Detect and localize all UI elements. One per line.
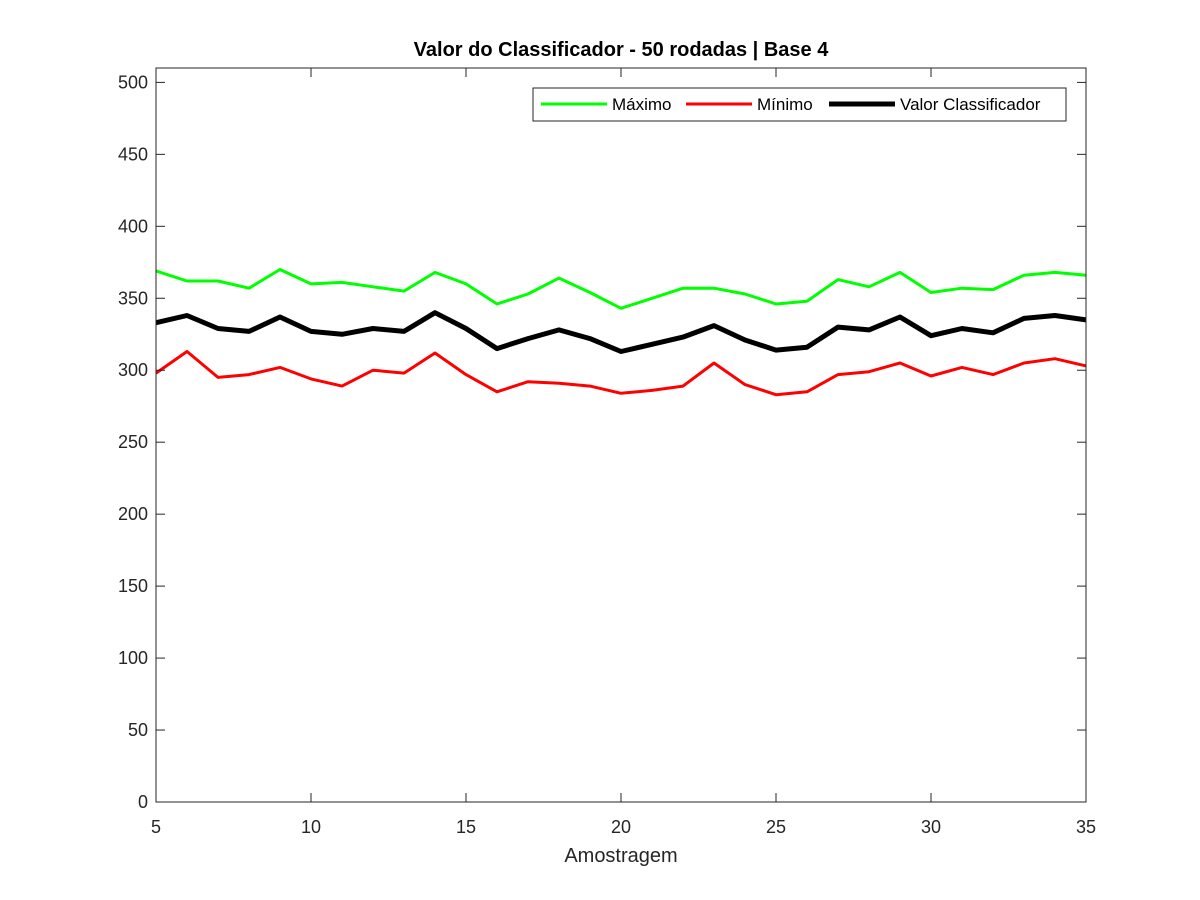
y-tick-label: 100 (118, 648, 148, 668)
x-tick-label: 10 (301, 817, 321, 837)
y-tick-label: 400 (118, 216, 148, 236)
series-line-valor-classificador (155, 310, 1087, 354)
y-tick-label: 300 (118, 360, 148, 380)
plot-area (156, 68, 1086, 802)
x-tick-label: 5 (151, 817, 161, 837)
legend-label: Mínimo (757, 95, 813, 114)
y-tick-label: 200 (118, 504, 148, 524)
y-tick-label: 50 (128, 720, 148, 740)
x-tick-label: 25 (766, 817, 786, 837)
legend-label: Máximo (612, 95, 672, 114)
x-tick-label: 30 (921, 817, 941, 837)
series-line-m-nimo (155, 350, 1087, 397)
x-axis-title: Amostragem (564, 845, 677, 867)
series-line-m-ximo (155, 268, 1087, 310)
y-tick-label: 150 (118, 576, 148, 596)
x-axis: 5 10 15 20 25 30 35 (151, 68, 1096, 837)
legend-label: Valor Classificador (900, 95, 1041, 114)
legend-box (532, 87, 1067, 122)
x-tick-label: 20 (611, 817, 631, 837)
x-tick-label: 15 (456, 817, 476, 837)
series-layer (155, 268, 1087, 397)
y-tick-label: 450 (118, 144, 148, 164)
y-tick-label: 250 (118, 432, 148, 452)
y-tick-label: 0 (138, 792, 148, 812)
chart-title: Valor do Classificador - 50 rodadas | Ba… (414, 39, 830, 61)
legend: Máximo Mínimo Valor Classificador (532, 87, 1067, 122)
y-tick-label: 350 (118, 288, 148, 308)
legend-entries: Máximo Mínimo Valor Classificador (541, 95, 1041, 114)
x-tick-label: 35 (1076, 817, 1096, 837)
y-axis: 0 50 100 150 200 250 300 350 400 450 500 (118, 72, 1086, 812)
y-tick-label: 500 (118, 72, 148, 92)
